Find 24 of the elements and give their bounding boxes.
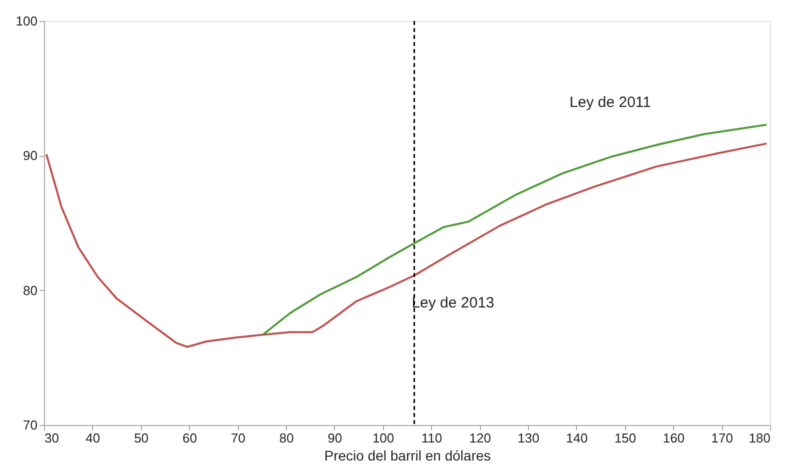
y-tick-label: 80	[23, 282, 38, 298]
x-tick-label: 60	[182, 430, 197, 446]
x-tick-label: 30	[44, 430, 59, 446]
x-tick-label: 180	[748, 430, 770, 446]
x-tick-label: 90	[328, 430, 342, 446]
line-series	[262, 124, 768, 336]
x-tick-label: 150	[614, 430, 636, 446]
line-series	[45, 142, 768, 348]
x-tick-label: 70	[230, 430, 246, 446]
x-tick-label: 140	[566, 430, 588, 446]
x-tick-label: 110	[421, 430, 442, 446]
x-tick-label: 120	[469, 430, 491, 446]
x-tick-label: 130	[518, 430, 540, 446]
x-tick-label: 50	[134, 430, 149, 446]
x-tick-label: 170	[711, 430, 733, 446]
y-tick-label: 90	[23, 148, 38, 164]
x-tick-label: 100	[372, 430, 394, 446]
x-tick-label: 40	[86, 430, 100, 446]
y-tick-label: 70	[23, 418, 38, 432]
x-tick-label: 80	[279, 430, 294, 446]
x-tick-label: 160	[662, 430, 685, 446]
x-axis-title: Precio del barril en dólares	[324, 448, 491, 464]
text: Ley de 2011	[570, 94, 652, 112]
y-tick-label: 100	[16, 14, 38, 28]
